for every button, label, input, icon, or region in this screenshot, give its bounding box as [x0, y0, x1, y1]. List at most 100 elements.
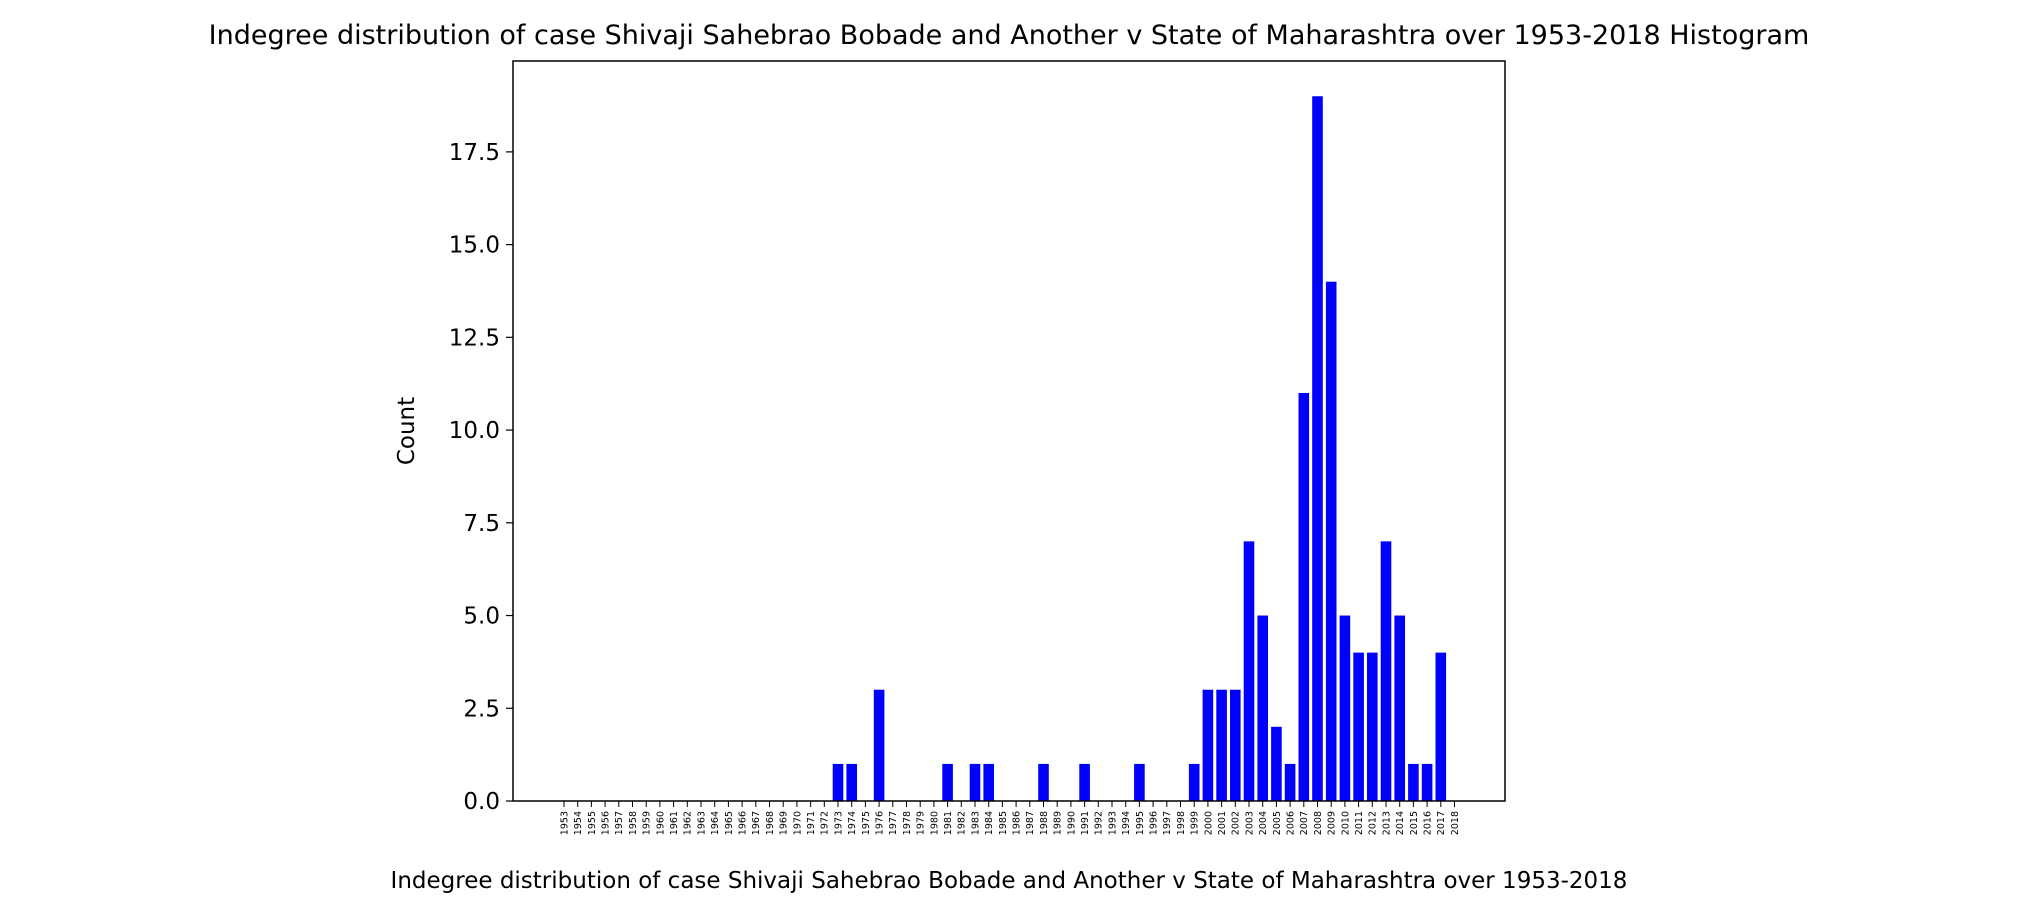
- x-axis-label: Indegree distribution of case Shivaji Sa…: [391, 868, 1628, 894]
- x-tick-label-1979: 1979: [916, 811, 927, 835]
- x-tick-label-2005: 2005: [1272, 811, 1283, 835]
- x-tick-label-2007: 2007: [1299, 811, 1310, 835]
- y-ticks-group: 0.0 2.5 5.0 7.5 10.0 12.5 15.0 17.5: [449, 140, 513, 815]
- x-tick-label-2016: 2016: [1423, 811, 1434, 835]
- x-tick-label-2006: 2006: [1286, 811, 1297, 835]
- x-tick-label-1984: 1984: [984, 811, 995, 835]
- bar-2010: [1339, 615, 1351, 801]
- bar-2016: [1421, 763, 1433, 801]
- x-tick-label-2000: 2000: [1203, 811, 1214, 835]
- x-tick-label-2013: 2013: [1381, 811, 1392, 835]
- x-tick-label-1996: 1996: [1149, 811, 1160, 835]
- bar-1974: [846, 763, 857, 801]
- bar-2004: [1257, 615, 1268, 801]
- x-tick-label-1980: 1980: [929, 811, 940, 835]
- x-tick-label-2010: 2010: [1340, 811, 1351, 835]
- bar-1983: [969, 763, 981, 801]
- x-tick-label-1991: 1991: [1080, 811, 1091, 835]
- x-tick-label-1992: 1992: [1094, 811, 1105, 835]
- bar-1999: [1188, 763, 1200, 801]
- x-tick-label-1956: 1956: [601, 811, 612, 835]
- x-tick-label-1983: 1983: [970, 811, 981, 835]
- x-tick-label-1989: 1989: [1053, 811, 1064, 835]
- x-tick-label-2004: 2004: [1258, 811, 1269, 835]
- x-tick-label-1955: 1955: [587, 811, 598, 835]
- y-axis-label: Count: [394, 397, 420, 465]
- x-tick-label-1978: 1978: [902, 811, 913, 835]
- x-tick-label-2015: 2015: [1409, 811, 1420, 835]
- x-tick-label-1971: 1971: [806, 811, 817, 835]
- x-tick-label-1985: 1985: [998, 811, 1009, 835]
- bars-group: [832, 96, 1447, 802]
- y-tick-label-0.0: 0.0: [463, 789, 500, 815]
- y-tick-label-5.0: 5.0: [463, 604, 500, 630]
- x-tick-label-1964: 1964: [710, 811, 721, 835]
- y-tick-label-15.0: 15.0: [449, 233, 500, 259]
- x-tick-label-2008: 2008: [1313, 811, 1324, 835]
- x-tick-label-1966: 1966: [738, 811, 749, 835]
- x-tick-label-1961: 1961: [669, 811, 680, 835]
- bar-1988: [1038, 763, 1049, 801]
- bar-1976: [873, 689, 885, 801]
- bar-2006: [1284, 763, 1296, 801]
- x-ticks-group: 1953 1954 1955 1956 1957 1958 1959 1960 1961 1962…: [559, 801, 1461, 835]
- bar-2017: [1435, 652, 1447, 801]
- bar-1973: [832, 763, 844, 801]
- x-tick-label-2003: 2003: [1244, 811, 1255, 835]
- x-tick-label-1965: 1965: [724, 811, 735, 835]
- x-tick-label-2011: 2011: [1354, 811, 1365, 835]
- x-tick-label-1982: 1982: [957, 811, 968, 835]
- x-tick-label-1963: 1963: [696, 811, 707, 835]
- x-tick-label-1958: 1958: [628, 811, 639, 835]
- x-tick-label-1954: 1954: [573, 811, 584, 835]
- x-tick-label-1977: 1977: [888, 811, 899, 835]
- bar-2002: [1230, 689, 1241, 801]
- bar-2003: [1243, 541, 1255, 801]
- bar-1981: [942, 763, 953, 801]
- x-tick-label-1970: 1970: [792, 811, 803, 835]
- bar-2012: [1367, 652, 1378, 801]
- x-tick-label-1973: 1973: [833, 811, 844, 835]
- x-tick-label-1994: 1994: [1121, 811, 1132, 835]
- x-tick-label-1974: 1974: [847, 811, 858, 835]
- bar-1995: [1134, 763, 1145, 801]
- bar-2011: [1353, 652, 1364, 801]
- bar-1991: [1079, 763, 1090, 801]
- x-tick-label-1957: 1957: [614, 811, 625, 835]
- bar-2001: [1216, 689, 1227, 801]
- bar-2009: [1325, 281, 1337, 801]
- bar-2008: [1312, 96, 1323, 802]
- x-tick-label-1969: 1969: [779, 811, 790, 835]
- plot-frame: [512, 60, 1506, 802]
- x-tick-label-2014: 2014: [1395, 811, 1406, 835]
- x-tick-label-1976: 1976: [875, 811, 886, 835]
- bar-2007: [1298, 392, 1310, 801]
- x-tick-label-2012: 2012: [1368, 811, 1379, 835]
- x-tick-label-1981: 1981: [943, 811, 954, 835]
- x-tick-label-1960: 1960: [655, 811, 666, 835]
- x-tick-label-2001: 2001: [1217, 811, 1228, 835]
- x-tick-label-1993: 1993: [1107, 811, 1118, 835]
- x-tick-label-1986: 1986: [1012, 811, 1023, 835]
- x-tick-label-2002: 2002: [1231, 811, 1242, 835]
- y-tick-label-10.0: 10.0: [449, 418, 500, 444]
- x-tick-label-1959: 1959: [642, 811, 653, 835]
- x-tick-label-2018: 2018: [1450, 811, 1461, 835]
- x-tick-label-1998: 1998: [1176, 811, 1187, 835]
- y-tick-label-17.5: 17.5: [449, 140, 500, 166]
- x-tick-label-1990: 1990: [1066, 811, 1077, 835]
- x-tick-label-1962: 1962: [683, 811, 694, 835]
- bar-2015: [1408, 763, 1419, 801]
- x-tick-label-1968: 1968: [765, 811, 776, 835]
- x-tick-label-1988: 1988: [1039, 811, 1050, 835]
- x-tick-label-1967: 1967: [751, 811, 762, 835]
- x-tick-label-1987: 1987: [1025, 811, 1036, 835]
- x-tick-label-2009: 2009: [1327, 811, 1338, 835]
- y-tick-label-12.5: 12.5: [449, 325, 500, 351]
- x-tick-label-2017: 2017: [1436, 811, 1447, 835]
- x-tick-label-1972: 1972: [820, 811, 831, 835]
- x-tick-label-1995: 1995: [1135, 811, 1146, 835]
- x-tick-label-1997: 1997: [1162, 811, 1173, 835]
- bar-2014: [1394, 615, 1405, 801]
